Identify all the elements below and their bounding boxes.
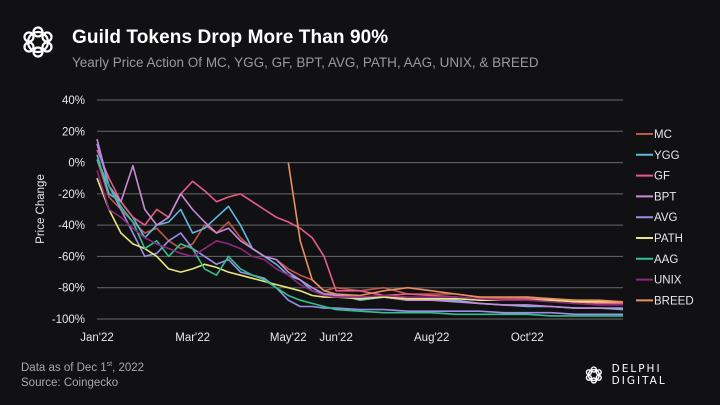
data-as-of-sup: st: [106, 361, 113, 368]
series-line-avg: [96, 143, 623, 316]
brand-logo: DELPHI DIGITAL: [584, 363, 720, 387]
gridlines: [97, 99, 623, 320]
legend-label: PATH: [654, 233, 683, 245]
y-tick-label: -40%: [58, 220, 85, 232]
series-line-aag: [96, 159, 623, 317]
legend-item-mc: MC: [636, 129, 672, 141]
x-tick-label: Jan'22: [80, 332, 114, 344]
series-line-path: [96, 177, 623, 303]
chart-title: Guild Tokens Drop More Than 90%: [72, 27, 389, 48]
delphi-knot-small-icon: [585, 366, 602, 384]
y-tick-label: 40%: [62, 95, 85, 107]
series-line-unix: [96, 170, 623, 306]
brand-name: DELPHI DIGITAL: [611, 363, 667, 387]
y-tick-label: -60%: [58, 251, 85, 263]
legend-item-gf: GF: [636, 171, 670, 183]
series-line-breed: [287, 162, 624, 303]
y-axis-label: Price Change: [35, 174, 47, 244]
legend-item-ygg: YGG: [636, 150, 680, 162]
series-line-ygg: [96, 154, 624, 311]
legend-item-unix: UNIX: [636, 275, 682, 287]
y-tick-label: -100%: [52, 314, 85, 326]
x-tick-label: Jun'22: [319, 332, 353, 344]
source-note: Source: Coingecko: [21, 377, 119, 389]
x-tick-label: Aug'22: [414, 332, 449, 344]
legend-label: UNIX: [654, 275, 682, 287]
legend-label: GF: [654, 171, 670, 183]
x-tick-label: Mar'22: [175, 332, 210, 344]
legend-label: BPT: [654, 191, 676, 203]
legend-label: BREED: [654, 295, 694, 307]
legend-item-avg: AVG: [636, 212, 677, 224]
legend-label: YGG: [654, 150, 680, 162]
x-axis-ticks: Jan'22 Mar'22 May'22 Jun'22 Aug'22 Oct'22: [80, 332, 544, 344]
x-tick-label: Oct'22: [511, 332, 544, 344]
y-axis-ticks: 40% 20% 0% -20% -40% -60% -80% -100%: [52, 95, 85, 326]
legend-label: AAG: [654, 254, 678, 266]
legend-label: AVG: [654, 212, 677, 224]
x-tick-label: May'22: [270, 332, 307, 344]
legend: MC YGG GF BPT AVG PATH AAG UNIX BREED: [636, 129, 694, 307]
legend-item-bpt: BPT: [636, 191, 676, 203]
legend-item-aag: AAG: [636, 254, 678, 266]
data-as-of-year: , 2022: [112, 361, 145, 374]
data-as-of-text: Data as of Dec 1: [21, 361, 107, 374]
series-line-bpt: [96, 138, 623, 309]
legend-label: MC: [654, 129, 672, 141]
chart-subtitle: Yearly Price Action Of MC, YGG, GF, BPT,…: [72, 55, 539, 70]
y-tick-label: 20%: [62, 126, 85, 138]
series-line-gf: [96, 149, 623, 305]
delphi-knot-icon: [23, 26, 53, 58]
y-tick-label: 0%: [68, 158, 85, 170]
series-lines: [96, 138, 624, 317]
y-tick-label: -80%: [58, 283, 85, 295]
data-as-of-note: Data as of Dec 1st, 2022: [21, 361, 144, 374]
legend-item-breed: BREED: [636, 295, 694, 307]
series-line-mc: [96, 159, 623, 305]
y-tick-label: -20%: [58, 189, 85, 201]
legend-item-path: PATH: [636, 233, 683, 245]
